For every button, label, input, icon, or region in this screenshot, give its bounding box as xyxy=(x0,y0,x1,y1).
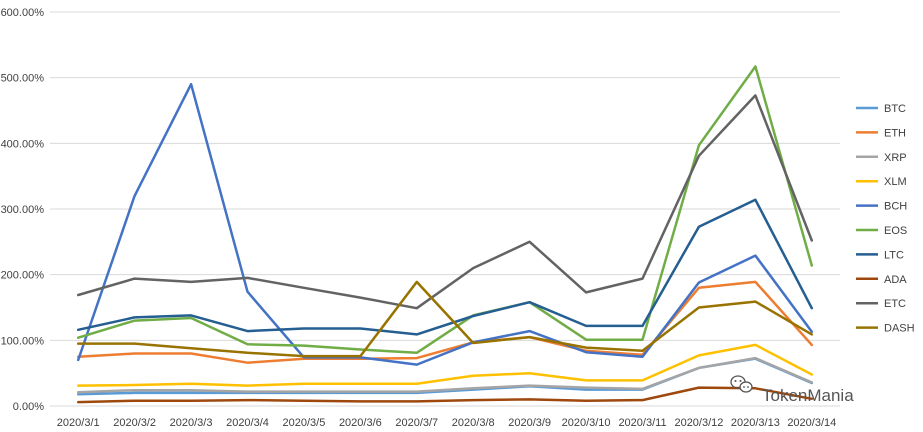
x-tick-label: 2020/3/14 xyxy=(787,417,836,429)
legend-label-xlm: XLM xyxy=(884,176,907,188)
legend-label-ada: ADA xyxy=(884,274,907,286)
y-tick-label: 0.00% xyxy=(13,401,44,413)
y-tick-label: 600.00% xyxy=(1,7,45,19)
series-line-xlm xyxy=(76,343,814,387)
y-tick-label: 400.00% xyxy=(1,138,45,150)
watermark: TokenMania xyxy=(730,375,854,405)
x-tick-label: 2020/3/10 xyxy=(562,417,611,429)
legend-label-dash: DASH xyxy=(884,323,915,335)
y-tick-label: 300.00% xyxy=(1,204,45,216)
x-axis-ticks: 2020/3/1 2020/3/2 2020/3/3 2020/3/4 2020/3/5… xyxy=(57,417,836,429)
x-tick-label: 2020/3/7 xyxy=(395,417,438,429)
series-line-xrp xyxy=(76,356,814,394)
x-tick-label: 2020/3/5 xyxy=(283,417,326,429)
x-tick-label: 2020/3/1 xyxy=(57,417,100,429)
y-tick-label: 500.00% xyxy=(1,73,45,85)
y-tick-label: 100.00% xyxy=(1,335,45,347)
series-line-etc xyxy=(76,94,814,310)
legend-label-eth: ETH xyxy=(884,127,906,139)
x-tick-label: 2020/3/2 xyxy=(113,417,156,429)
legend-label-xrp: XRP xyxy=(884,152,907,164)
x-tick-label: 2020/3/12 xyxy=(674,417,723,429)
legend-label-btc: BTC xyxy=(884,103,906,115)
legend-label-eos: EOS xyxy=(884,225,907,237)
x-tick-label: 2020/3/11 xyxy=(618,417,666,429)
series-line-ada xyxy=(76,386,814,404)
x-tick-label: 2020/3/9 xyxy=(508,417,551,429)
legend-label-etc: ETC xyxy=(884,298,906,310)
series-line-eth xyxy=(76,280,814,364)
x-tick-label: 2020/3/6 xyxy=(339,417,382,429)
x-tick-label: 2020/3/4 xyxy=(226,417,269,429)
series-line-dash xyxy=(76,280,814,358)
x-tick-label: 2020/3/8 xyxy=(452,417,495,429)
series-line-bch xyxy=(76,82,814,366)
legend-label-bch: BCH xyxy=(884,201,907,213)
series-lines xyxy=(76,65,814,404)
gridlines xyxy=(50,11,840,407)
y-axis-ticks: 0.00% 100.00% 200.00% 300.00% 400.00% 500.00%… xyxy=(1,7,45,413)
y-tick-label: 200.00% xyxy=(1,270,45,282)
legend-label-ltc: LTC xyxy=(884,249,904,261)
watermark-text: TokenMania xyxy=(762,386,854,405)
wechat-icon xyxy=(730,375,753,393)
x-tick-label: 2020/3/3 xyxy=(170,417,213,429)
x-tick-label: 2020/3/13 xyxy=(731,417,780,429)
series-line-eos xyxy=(76,65,814,355)
legend: BTC ETH XRP XLM BCH EOS LTC ADA ETC DASH xyxy=(856,103,915,335)
series-line-ltc xyxy=(76,198,814,336)
